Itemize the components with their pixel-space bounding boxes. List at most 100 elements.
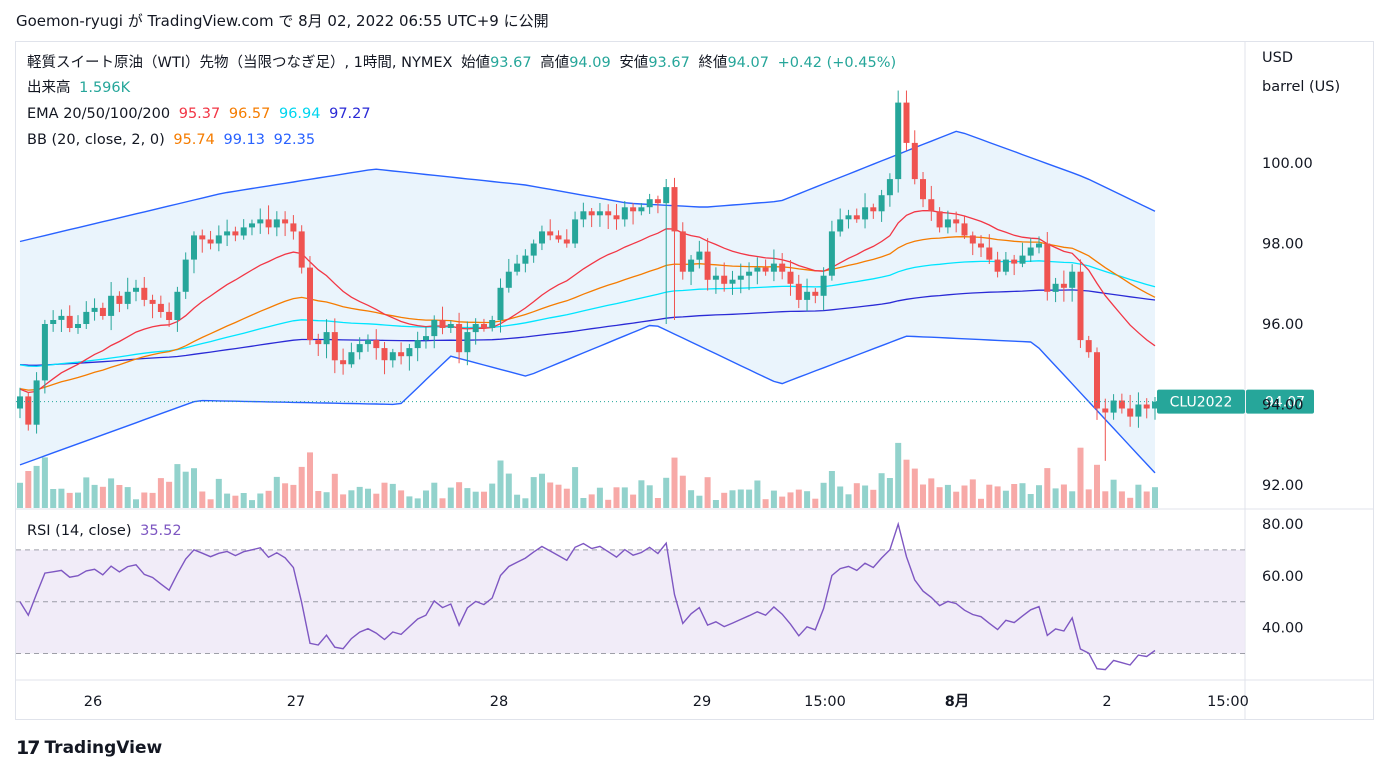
volume-bar [1110,479,1117,508]
volume-bar [1085,489,1092,508]
candle-body [315,340,322,345]
candle-body [83,311,90,324]
rsi-tick-label: 80.00 [1262,517,1304,533]
open-value: 93.67 [490,55,532,71]
volume-bar [944,484,951,508]
volume-bar [770,490,777,508]
candle-body [282,219,289,224]
candle-body [696,251,703,260]
candle-body [166,311,173,320]
volume-bar [17,482,23,508]
candle-body [596,211,603,216]
volume-bar [812,498,819,508]
candle-body [630,207,637,212]
candle-body [489,320,496,328]
volume-bar [373,493,380,508]
close-value: 94.07 [727,55,769,71]
candle-body [141,287,148,300]
rsi-tick-label: 40.00 [1262,621,1304,637]
candle-body [50,320,57,324]
candle-body [99,307,106,316]
ema100-line [19,260,1156,368]
ema20-value: 95.37 [178,106,221,122]
candle-body [340,360,347,365]
volume-bar [331,473,338,508]
time-tick-label: 27 [287,694,305,710]
volume-bar [1077,447,1084,508]
candle-body [133,287,139,292]
candle-body [646,199,653,208]
price-tick-label: 96.00 [1262,317,1304,333]
volume-bar [439,498,446,508]
candle-body [149,299,156,304]
candle-body [273,219,280,228]
candle-body [961,223,968,236]
bb-label: BB (20, close, 2, 0) [27,132,165,148]
candle-body [406,348,413,357]
volume-bar [820,482,827,508]
candle-body [547,231,554,236]
volume-bar [870,489,877,508]
candle-body [232,231,239,236]
candle-body [124,291,131,304]
volume-bar [108,478,115,508]
price-tick-label: 98.00 [1262,237,1304,253]
candle-body [1036,243,1042,248]
volume-bar [1002,490,1009,508]
volume-bar [986,484,993,508]
volume-bar [505,473,512,508]
low-label: 安値 [619,55,649,71]
candle-body [712,275,719,280]
candle-body [439,320,446,328]
volume-bar [712,500,719,508]
volume-bar [224,493,231,508]
volume-bar [174,464,181,508]
volume-bar [1036,485,1042,508]
candle-body [1102,408,1109,413]
candle-body [539,231,545,244]
candle-body [472,324,479,333]
candle-body [621,207,628,220]
time-tick-label: 2 [1102,694,1111,710]
candle-body [505,271,512,288]
volume-bar [1052,488,1059,508]
bb-fill [20,131,1155,473]
candle-body [1044,243,1051,292]
candle-body [157,303,164,312]
candle-body [878,195,885,212]
bb-lower-line [19,324,1156,474]
volume-bar [895,442,902,508]
rsi-value: 35.52 [140,523,182,539]
volume-bar [232,495,239,508]
volume-bar [953,491,960,508]
tradingview-logo[interactable]: 17 TradingView [16,737,162,759]
open-label: 始値 [461,55,491,71]
rsi-tick-label: 60.00 [1262,569,1304,585]
volume-bar [969,479,976,508]
candle-body [224,231,231,236]
volume-bar [663,477,670,508]
candle-body [845,215,852,220]
volume-bar [638,480,645,508]
tradingview-logo-icon: 17 [16,737,40,759]
volume-bar [754,480,761,508]
volume-bar [978,498,984,508]
volume-bar [75,492,81,508]
tradingview-brand: TradingView [44,738,163,758]
volume-bar [1102,491,1109,508]
volume-bar [1152,487,1158,508]
candle-body [257,219,264,224]
volume-bar [116,485,123,508]
price-unit-barrel: barrel (US) [1262,79,1341,95]
candle-body [1019,255,1026,264]
candle-body [66,315,73,328]
volume-bar [431,482,438,508]
ema200-line [19,289,1156,366]
volume-bar [646,485,653,508]
ema-label: EMA 20/50/100/200 [27,106,171,122]
candle-body [249,223,255,228]
volume-bar [779,496,786,508]
volume-bar [1143,491,1150,508]
legend-ohlc: 軽質スイート原油（WTI）先物（当限つなぎ足）, 1時間, NYMEX 始値93… [27,53,900,73]
